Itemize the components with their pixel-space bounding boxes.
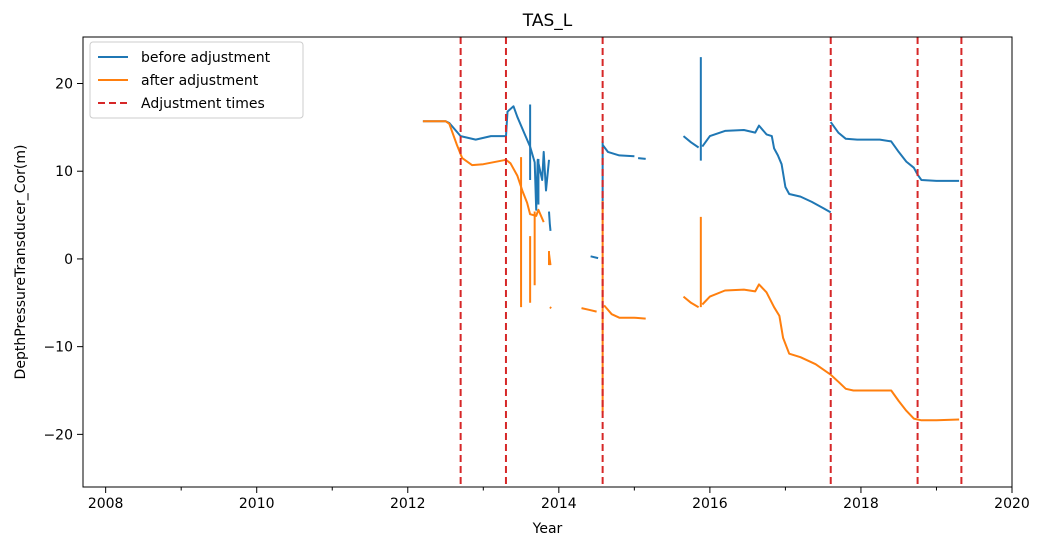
series-line-before-adjustment [601, 144, 635, 158]
y-tick-label: 10 [55, 164, 73, 180]
adjustment-lines [459, 37, 963, 487]
series-line-before-adjustment [637, 157, 646, 160]
x-tick-label: 2012 [390, 496, 426, 512]
series-line-before-adjustment [590, 255, 599, 260]
series-line-before-adjustment [548, 211, 552, 231]
series-before-adjustment [422, 57, 960, 260]
series-line-after-adjustment [549, 306, 552, 309]
y-axis-label: DepthPressureTransducer_Cor(m) [13, 145, 29, 380]
series-after-adjustment [422, 120, 960, 422]
series-line-before-adjustment [682, 135, 700, 149]
y-tick-label: 0 [64, 252, 73, 268]
y-tick-label: 20 [55, 76, 73, 92]
y-tick-label: −10 [43, 340, 73, 356]
x-tick-label: 2018 [843, 496, 879, 512]
x-tick-label: 2010 [239, 496, 275, 512]
x-axis: 2008 2010 2012 2014 2016 2018 2020 [88, 487, 1030, 512]
legend-box [89, 41, 304, 119]
legend-label: Adjustment times [141, 96, 265, 112]
series-line-after-adjustment [682, 295, 700, 309]
x-tick-label: 2020 [994, 496, 1030, 512]
chart-title: TAS_L [522, 11, 573, 31]
x-axis-label: Year [532, 521, 563, 537]
series-layer [422, 57, 960, 422]
y-tick-label: −20 [43, 427, 73, 443]
series-line-before-adjustment [829, 121, 960, 182]
legend-label: after adjustment [141, 73, 259, 89]
series-line-after-adjustment [701, 283, 960, 422]
x-tick-label: 2014 [541, 496, 577, 512]
legend: before adjustment after adjustment Adjustm… [89, 41, 304, 119]
series-line-before-adjustment [701, 124, 832, 214]
series-line-after-adjustment [581, 307, 597, 313]
plot-frame [82, 36, 1013, 488]
y-axis: 20 10 0 −10 −20 [43, 76, 83, 443]
x-tick-label: 2016 [692, 496, 728, 512]
series-line-after-adjustment [603, 304, 646, 320]
series-line-after-adjustment [422, 120, 545, 223]
x-tick-label: 2008 [88, 496, 124, 512]
legend-label: before adjustment [141, 50, 271, 66]
